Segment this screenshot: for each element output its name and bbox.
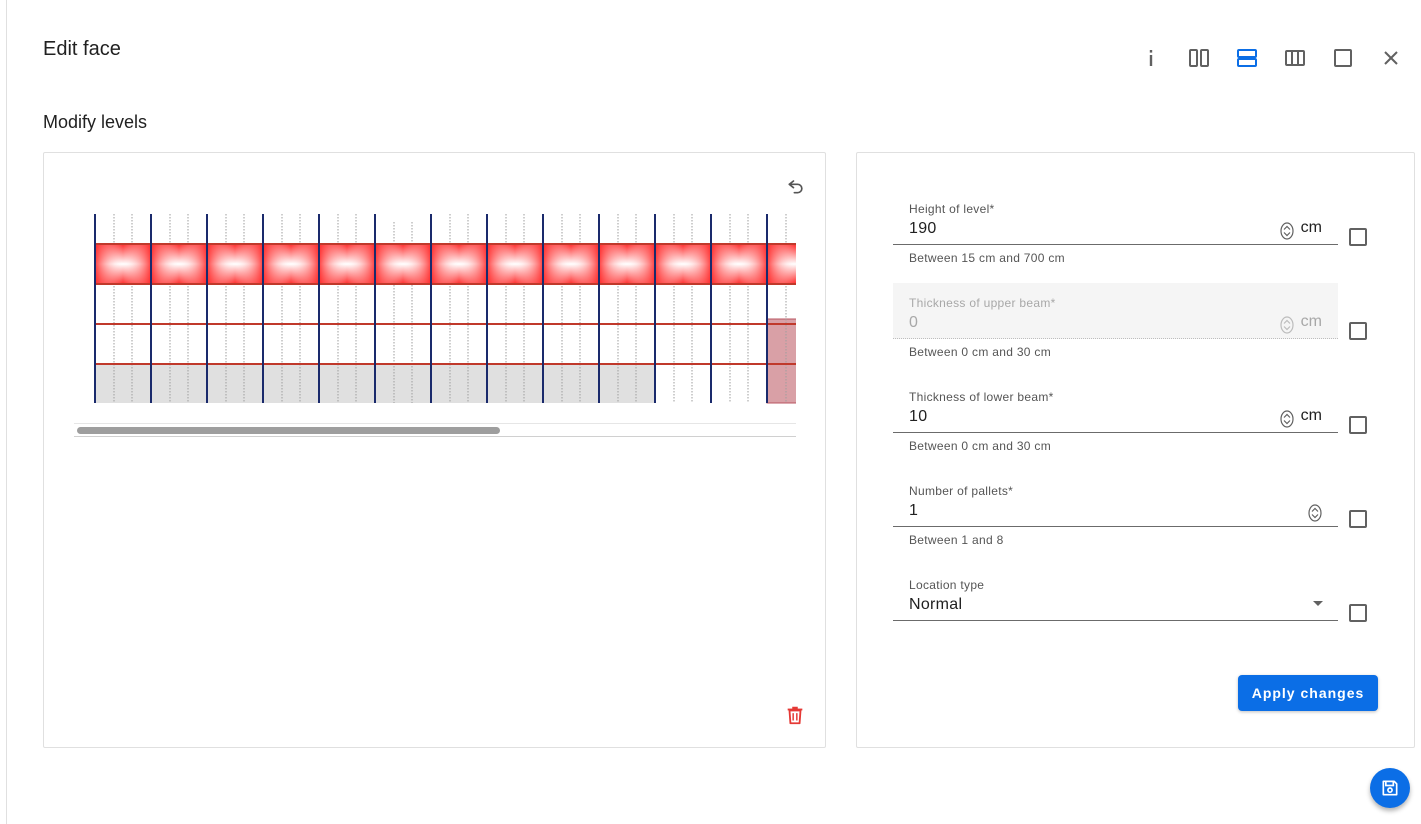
location-type-label: Location type (909, 578, 985, 592)
save-button[interactable] (1370, 768, 1410, 808)
delete-level-button[interactable] (783, 703, 807, 727)
pallets-field: Number of pallets* 1 Between 1 and 8 (893, 471, 1338, 547)
save-icon (1382, 780, 1398, 796)
height-input[interactable]: 190 (909, 220, 937, 237)
left-border (6, 0, 7, 824)
horizontal-scrollbar[interactable] (74, 423, 796, 437)
level-cell-edge (319, 244, 375, 284)
level-cell-edge (431, 244, 487, 284)
level-cell-edge (263, 244, 319, 284)
two-rows-icon (1237, 49, 1257, 67)
page-title: Edit face (43, 38, 121, 60)
lower-beam-field: Thickness of lower beam* 10 cm Between 0… (893, 377, 1338, 453)
level-cell-edge (151, 244, 207, 284)
location-type-select[interactable]: Location type Normal (893, 565, 1338, 621)
two-rows-layout-button[interactable] (1229, 40, 1265, 76)
upper-beam-input: 0 (909, 314, 919, 331)
height-unit: cm (1300, 219, 1322, 236)
height-field: Height of level* 190 cm Between 15 cm an… (893, 189, 1338, 265)
stepper-icon[interactable] (1308, 504, 1322, 522)
close-icon (1384, 51, 1398, 65)
undo-icon (788, 180, 803, 194)
two-columns-icon (1189, 49, 1209, 67)
level-cell-edge (767, 244, 796, 284)
lower-beam-unit: cm (1300, 407, 1322, 424)
pallets-hint: Between 1 and 8 (909, 533, 1004, 547)
stepper-icon[interactable] (1280, 410, 1294, 428)
two-columns-layout-button[interactable] (1181, 40, 1217, 76)
lower-beam-hint: Between 0 cm and 30 cm (909, 439, 1052, 453)
level-cell-edge (599, 244, 655, 284)
level-settings-panel: Height of level* 190 cm Between 15 cm an… (856, 152, 1415, 748)
lower-beam-input-box[interactable]: Thickness of lower beam* 10 cm (893, 377, 1338, 433)
apply-changes-button[interactable]: Apply changes (1238, 675, 1378, 711)
selected-bay[interactable] (766, 318, 796, 404)
height-label: Height of level* (909, 202, 995, 216)
close-button[interactable] (1373, 40, 1409, 76)
lower-beam-input[interactable]: 10 (909, 408, 928, 425)
three-columns-layout-button[interactable] (1277, 40, 1313, 76)
rack-uprights (94, 214, 768, 403)
level-cell-edge (375, 244, 431, 284)
level-cell-edge (655, 244, 711, 284)
upper-beam-input-box: Thickness of upper beam* 0 cm (893, 283, 1338, 339)
location-type-value[interactable]: Normal (909, 596, 963, 613)
single-panel-layout-button[interactable] (1325, 40, 1361, 76)
location-type-checkbox[interactable] (1349, 604, 1367, 622)
single-panel-icon (1334, 49, 1352, 67)
trash-icon (787, 706, 803, 725)
level-cell-edge (95, 244, 151, 284)
pallets-checkbox[interactable] (1349, 510, 1367, 528)
upper-beam-unit: cm (1300, 313, 1322, 330)
level-cell-edge (207, 244, 263, 284)
height-input-box[interactable]: Height of level* 190 cm (893, 189, 1338, 245)
upper-beam-label: Thickness of upper beam* (909, 296, 1056, 310)
lower-beam-label: Thickness of lower beam* (909, 390, 1054, 404)
upper-beam-field: Thickness of upper beam* 0 cm Between 0 … (893, 283, 1338, 359)
selected-bay-block (766, 318, 796, 404)
pallets-label: Number of pallets* (909, 484, 1014, 498)
info-icon (1149, 50, 1153, 66)
rack-preview-panel (43, 152, 826, 748)
pallets-input-box[interactable]: Number of pallets* 1 (893, 471, 1338, 527)
level-cell-edge (543, 244, 599, 284)
upper-beam-hint: Between 0 cm and 30 cm (909, 345, 1052, 359)
level-cell-edge (711, 244, 767, 284)
stepper-icon (1280, 316, 1294, 334)
pallets-input[interactable]: 1 (909, 502, 919, 519)
height-hint: Between 15 cm and 700 cm (909, 251, 1065, 265)
section-title: Modify levels (43, 112, 148, 132)
location-type-field: Location type Normal (893, 565, 1338, 621)
upper-beam-checkbox[interactable] (1349, 322, 1367, 340)
info-button[interactable] (1133, 40, 1169, 76)
level-cell-edge (487, 244, 543, 284)
three-columns-icon (1285, 50, 1305, 66)
dropdown-arrow-icon[interactable] (1313, 601, 1323, 606)
stepper-icon[interactable] (1280, 222, 1294, 240)
rack-viewport[interactable] (74, 208, 796, 440)
scrollbar-thumb[interactable] (77, 427, 500, 434)
lower-beam-checkbox[interactable] (1349, 416, 1367, 434)
selected-level[interactable] (95, 243, 796, 285)
undo-button[interactable] (785, 175, 807, 197)
rack-drawing[interactable] (74, 208, 796, 440)
level-beams[interactable] (95, 323, 796, 365)
height-checkbox[interactable] (1349, 228, 1367, 246)
